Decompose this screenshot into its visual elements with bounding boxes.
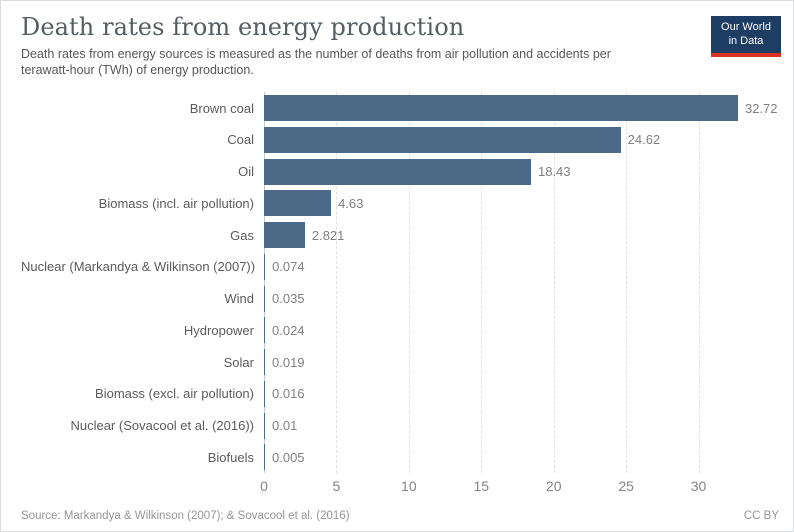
bar-row[interactable]: Brown coal 32.72 xyxy=(21,92,778,124)
x-tick-label: 15 xyxy=(473,478,490,495)
x-tick-label: 5 xyxy=(332,478,341,495)
category-label: Biofuels xyxy=(207,449,254,465)
bar[interactable] xyxy=(264,412,265,439)
value-label: 0.024 xyxy=(272,322,305,338)
bar-row[interactable]: Biomass (incl. air pollution) 4.63 xyxy=(21,188,769,220)
value-label: 0.016 xyxy=(272,386,305,402)
category-label: Biomass (incl. air pollution) xyxy=(98,195,254,211)
category-label: Wind xyxy=(224,291,254,307)
owid-logo-line1: Our World xyxy=(721,21,771,33)
x-tick-label: 30 xyxy=(690,478,707,495)
category-label: Nuclear (Markandya & Wilkinson (2007)) xyxy=(21,259,256,275)
x-tick-label: 25 xyxy=(618,478,634,495)
bar[interactable] xyxy=(264,253,266,280)
bar-row[interactable]: Nuclear (Markandya & Wilkinson (2007)) 0.… xyxy=(21,251,769,283)
bar[interactable] xyxy=(264,349,265,376)
bar-row[interactable]: Nuclear (Sovacool et al. (2016)) 0.01 xyxy=(21,410,769,442)
category-label: Hydropower xyxy=(183,322,254,338)
category-label: Biomass (excl. air pollution) xyxy=(95,386,254,402)
gridline xyxy=(408,92,410,474)
chart-header: Death rates from energy production Death… xyxy=(1,1,793,79)
bar-rows: Brown coal 32.72 Coal 24.62 Oil 18.43 Biomass … xyxy=(21,92,778,474)
owid-logo[interactable]: Our World in Data xyxy=(711,16,781,57)
value-label: 0.074 xyxy=(272,259,305,275)
license-link[interactable]: CC BY xyxy=(743,510,779,522)
x-tick-label: 20 xyxy=(545,478,562,495)
value-label: 32.72 xyxy=(744,100,778,116)
source-note: Source: Markandya & Wilkinson (2007); & … xyxy=(21,510,350,522)
bar-row[interactable]: Oil 18.43 xyxy=(21,156,769,188)
bar[interactable] xyxy=(264,158,531,185)
chart-footer: Source: Markandya & Wilkinson (2007); & … xyxy=(1,510,793,522)
value-label: 0.035 xyxy=(272,291,305,307)
bar-row[interactable]: Biomass (excl. air pollution) 0.016 xyxy=(21,378,769,410)
gridlines xyxy=(264,92,771,474)
gridline xyxy=(698,92,700,474)
bar[interactable] xyxy=(264,190,332,217)
axis-line xyxy=(264,92,265,474)
x-tick-label: 0 xyxy=(260,478,268,495)
bar-row[interactable]: Gas 2.821 xyxy=(21,219,769,251)
bar[interactable] xyxy=(264,95,738,122)
bar-chart-plot: Brown coal 32.72 Coal 24.62 Oil 18.43 Biomass … xyxy=(21,92,778,474)
gridline xyxy=(626,92,628,474)
bar-row[interactable]: Biofuels 0.005 xyxy=(21,442,769,474)
category-label: Solar xyxy=(223,354,254,370)
value-label: 0.019 xyxy=(272,354,305,370)
x-axis-ticks: 0 5 10 15 20 25 30 xyxy=(260,478,771,498)
x-axis: 0 5 10 15 20 25 30 xyxy=(21,478,769,498)
bar-row[interactable]: Hydropower 0.024 xyxy=(21,315,769,347)
value-label: 0.005 xyxy=(272,449,305,465)
bar[interactable] xyxy=(264,317,265,344)
bar[interactable] xyxy=(264,126,621,153)
page-title: Death rates from energy production xyxy=(21,13,465,41)
value-label: 4.63 xyxy=(338,195,364,211)
owid-logo-line2: in Data xyxy=(728,34,764,47)
gridline xyxy=(553,92,555,474)
value-label: 24.62 xyxy=(627,132,661,148)
category-label: Oil xyxy=(238,164,254,180)
gridline xyxy=(336,92,338,474)
category-label: Gas xyxy=(230,227,254,243)
gridline xyxy=(481,92,483,474)
bar[interactable] xyxy=(264,380,265,407)
bar-row[interactable]: Wind 0.035 xyxy=(21,283,769,315)
value-label: 2.821 xyxy=(311,227,345,243)
bar[interactable] xyxy=(264,222,305,249)
bar-row[interactable]: Coal 24.62 xyxy=(21,124,769,156)
value-label: 18.43 xyxy=(537,164,571,180)
chart-body: Brown coal 32.72 Coal 24.62 Oil 18.43 Biomass … xyxy=(1,92,793,498)
bar-row[interactable]: Solar 0.019 xyxy=(21,346,769,378)
x-tick-label: 10 xyxy=(401,478,417,495)
category-label: Coal xyxy=(227,132,254,148)
bar[interactable] xyxy=(264,285,265,312)
value-label: 0.01 xyxy=(272,418,298,434)
category-label: Nuclear (Sovacool et al. (2016)) xyxy=(70,418,254,434)
bar[interactable] xyxy=(264,444,265,471)
chart-subtitle: Death rates from energy sources is measu… xyxy=(21,46,611,78)
category-label: Brown coal xyxy=(189,100,254,116)
